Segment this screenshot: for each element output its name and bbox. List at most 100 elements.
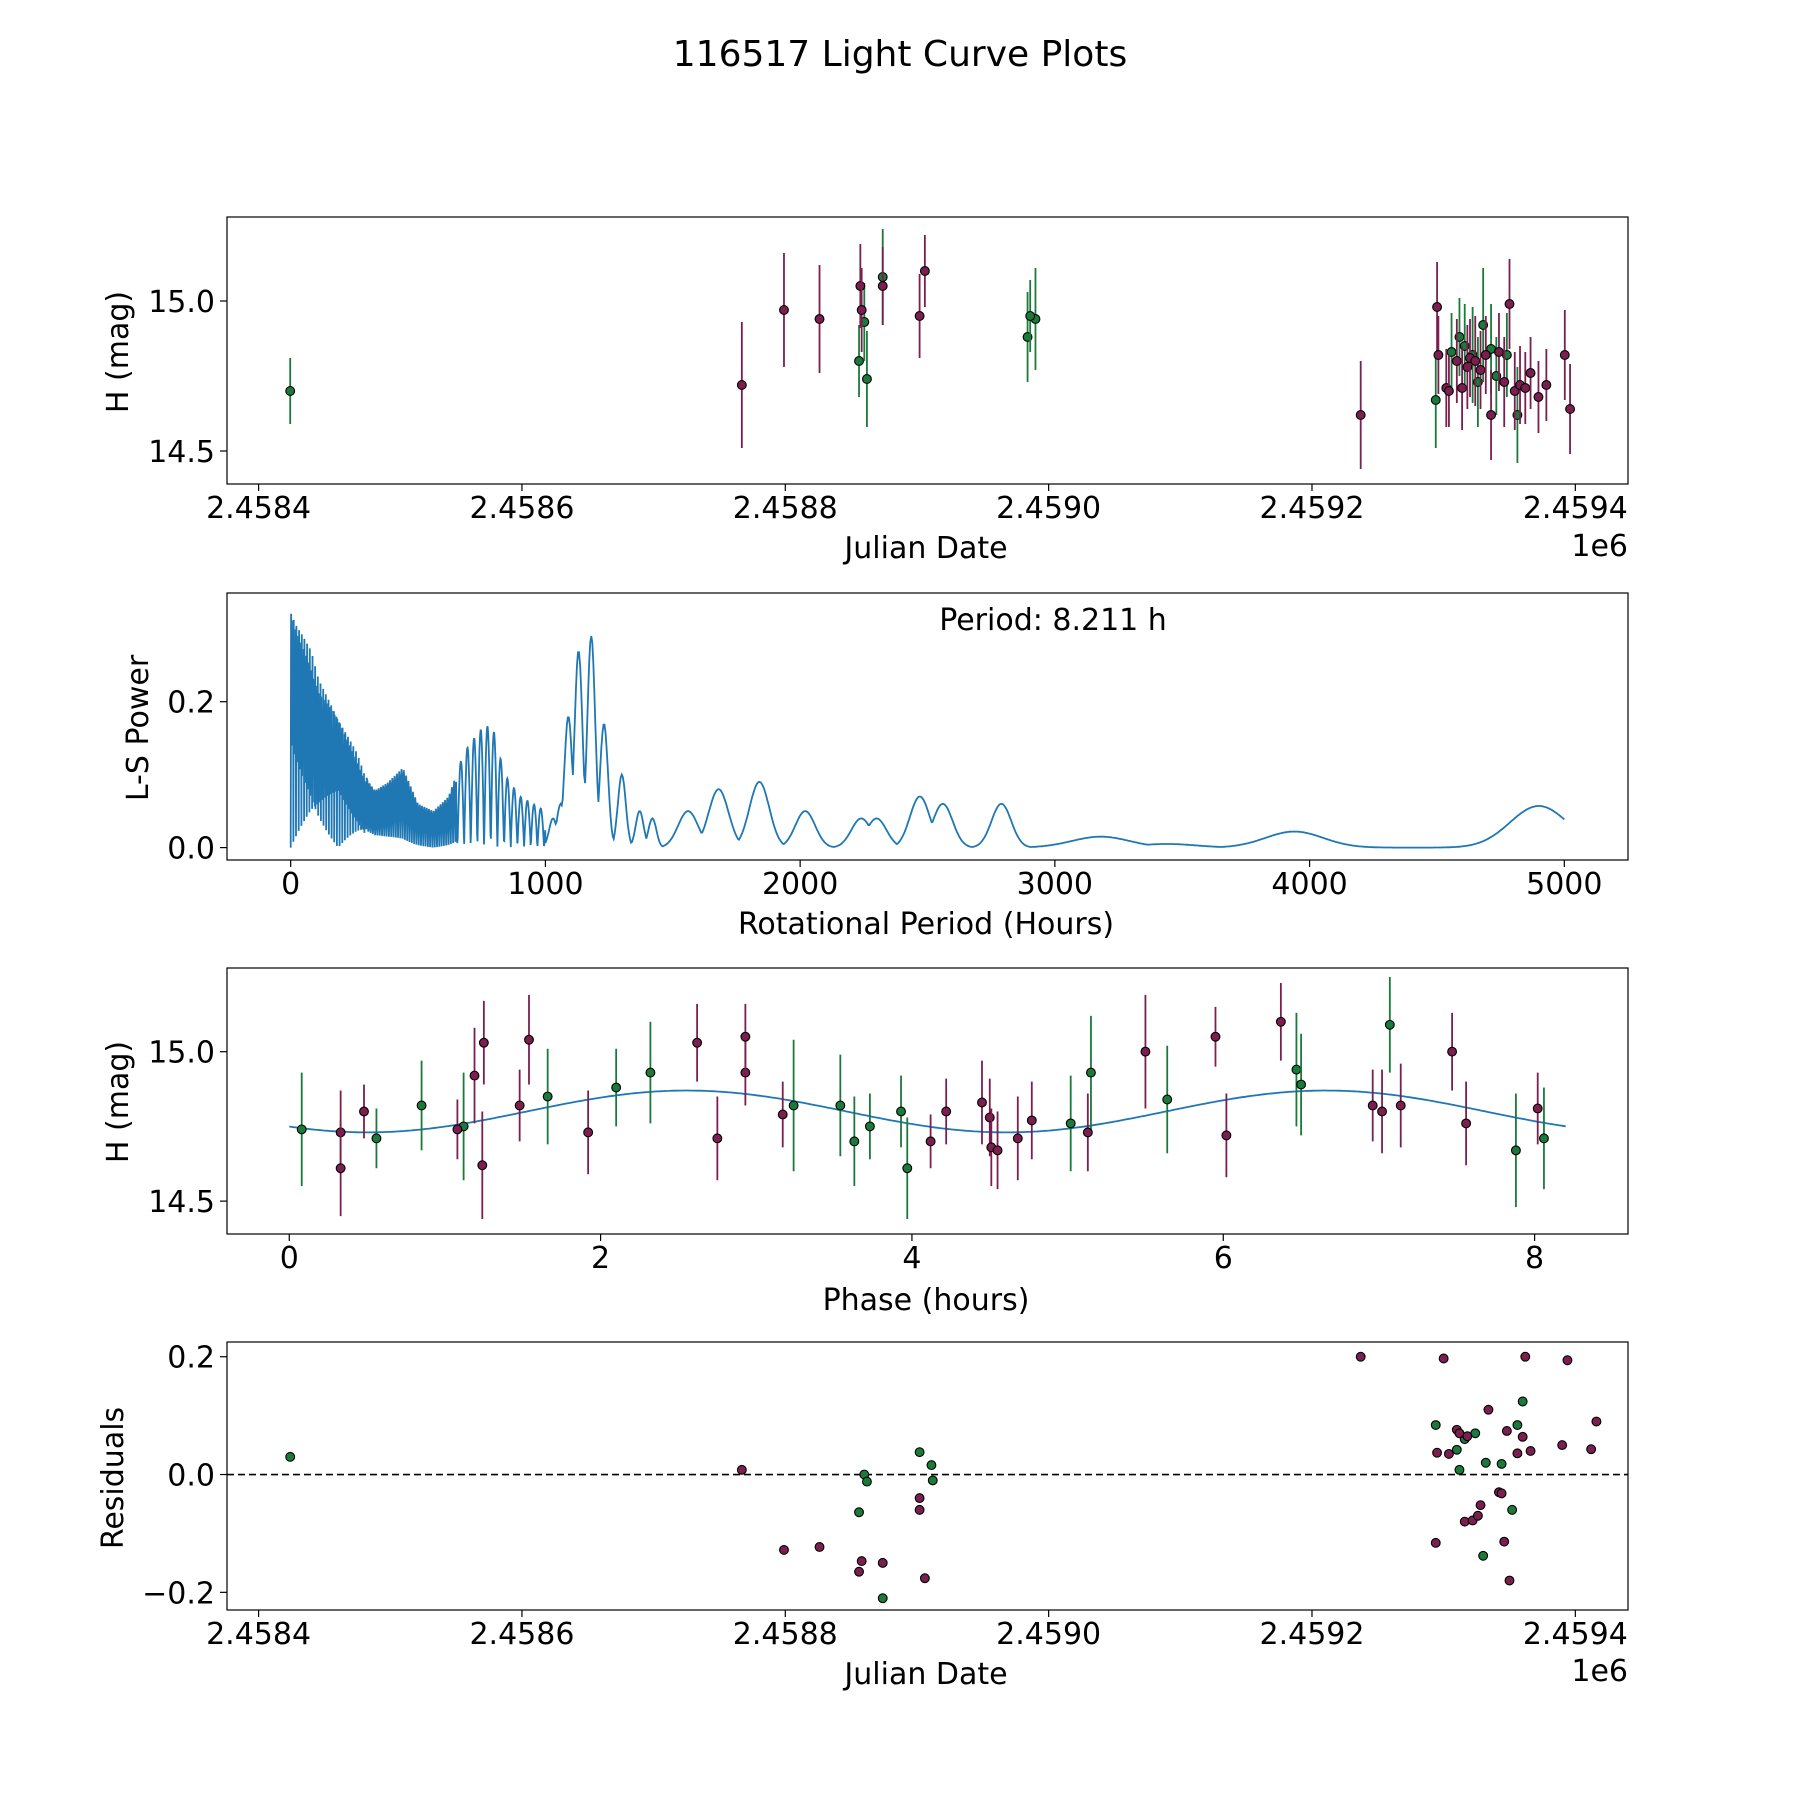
lc-xtick-label: 2.4584	[206, 491, 311, 526]
phase-point-purple	[583, 1127, 594, 1138]
resid-point-purple	[919, 1573, 930, 1584]
lc-point-purple	[919, 266, 930, 276]
phase-xtick-label: 2	[591, 1241, 610, 1276]
resid-point-purple	[1432, 1447, 1443, 1458]
lc-point-purple	[1355, 410, 1366, 420]
phase-point-green	[1065, 1118, 1076, 1129]
resid-point-purple	[1459, 1516, 1470, 1527]
phase-point-purple	[1532, 1103, 1543, 1114]
residuals-panel: Julian Date Residuals 1e6 2.4584 2.4586 2.…	[96, 1341, 1629, 1692]
lc-point-purple	[1432, 302, 1443, 312]
phase-point-purple	[712, 1133, 723, 1144]
phase-point-green	[1085, 1067, 1096, 1078]
resid-point-green	[1507, 1504, 1518, 1515]
phase-model-curve	[289, 1089, 1566, 1134]
phase-point-purple	[1140, 1046, 1151, 1057]
resid-point-purple	[736, 1464, 747, 1475]
resid-xtick-label: 2.4592	[1259, 1617, 1364, 1652]
phase-point-green	[835, 1100, 846, 1111]
lc-axes-frame	[226, 216, 1629, 485]
phase-point-green	[542, 1091, 553, 1102]
resid-point-purple	[779, 1544, 789, 1555]
ls-xtick-label: 2000	[762, 867, 838, 902]
lc-ytick-label: 15.0	[148, 285, 215, 320]
light-curve-panel: Julian Date H (mag) 1e6 2.4584 2.4586 2.45…	[101, 216, 1629, 566]
lc-point-purple	[1533, 392, 1544, 402]
phase-point-purple	[1012, 1133, 1023, 1144]
resid-axes-frame	[226, 1341, 1629, 1611]
resid-xtick-label: 2.4588	[733, 1617, 838, 1652]
phase-point-purple	[740, 1031, 751, 1042]
lc-point-purple	[1525, 368, 1536, 378]
resid-point-purple	[1504, 1575, 1515, 1586]
phase-point-purple	[1275, 1016, 1286, 1027]
resid-point-green	[877, 1593, 888, 1604]
resid-point-purple	[1438, 1353, 1449, 1364]
resid-point-purple	[1525, 1446, 1536, 1456]
phase-point-purple	[359, 1106, 369, 1117]
periodogram-panel: Rotational Period (Hours) L-S Power Peri…	[121, 592, 1629, 942]
resid-point-purple	[1462, 1431, 1473, 1442]
resid-point-green	[1478, 1550, 1489, 1561]
lc-point-purple	[736, 380, 747, 390]
phase-point-purple	[977, 1097, 987, 1108]
phase-point-purple	[692, 1037, 703, 1048]
resid-xtick-label: 2.4586	[469, 1617, 574, 1652]
phase-point-green	[611, 1082, 622, 1093]
lc-xtick-label: 2.4586	[469, 491, 574, 526]
resid-xlabel: Julian Date	[842, 1657, 1007, 1692]
resid-point-purple	[914, 1493, 925, 1504]
resid-point-purple	[1472, 1510, 1483, 1521]
ls-power-curve	[289, 613, 1565, 849]
phase-ytick-label: 15.0	[148, 1036, 215, 1071]
phase-point-green	[1538, 1133, 1549, 1144]
phase-point-purple	[452, 1124, 463, 1135]
phase-xtick-label: 6	[1214, 1241, 1233, 1276]
resid-ylabel: Residuals	[96, 1407, 131, 1549]
phase-point-green	[1296, 1079, 1307, 1090]
resid-point-purple	[1520, 1351, 1531, 1362]
phase-point-purple	[992, 1145, 1003, 1156]
phase-xtick-label: 4	[902, 1241, 921, 1276]
phase-xtick-label: 8	[1525, 1241, 1544, 1276]
resid-point-purple	[1501, 1425, 1512, 1436]
resid-xtick-label: 2.4590	[996, 1617, 1101, 1652]
phase-point-purple	[524, 1034, 534, 1045]
phase-ylabel: H (mag)	[101, 1041, 136, 1163]
ls-ylabel: L-S Power	[121, 654, 156, 801]
phase-point-green	[1162, 1094, 1173, 1105]
phase-point-green	[296, 1124, 307, 1135]
resid-point-purple	[1586, 1444, 1597, 1455]
phase-point-green	[645, 1067, 656, 1078]
ls-xlabel: Rotational Period (Hours)	[738, 907, 1114, 942]
phase-point-purple	[1210, 1031, 1221, 1042]
lc-point-purple	[1457, 383, 1468, 393]
phase-point-purple	[1395, 1100, 1406, 1111]
lc-ylabel: H (mag)	[101, 291, 136, 413]
lc-point-purple	[1559, 350, 1570, 360]
lc-point-purple	[1443, 386, 1454, 396]
resid-point-green	[1451, 1444, 1462, 1455]
resid-point-purple	[1355, 1351, 1366, 1362]
phase-axes-frame	[226, 967, 1629, 1235]
phase-point-purple	[1447, 1046, 1458, 1057]
resid-point-purple	[914, 1504, 925, 1515]
resid-point-purple	[1496, 1488, 1507, 1499]
phase-point-purple	[1461, 1118, 1472, 1129]
lc-xlabel: Julian Date	[842, 531, 1007, 566]
lc-point-purple	[1486, 410, 1497, 420]
resid-point-purple	[1430, 1537, 1441, 1548]
phase-point-purple	[1367, 1100, 1378, 1111]
resid-xtick-label: 2.4584	[206, 1617, 311, 1652]
phase-point-purple	[777, 1109, 788, 1120]
phase-point-purple	[469, 1070, 480, 1081]
lc-xtick-label: 2.4594	[1523, 491, 1628, 526]
lc-offset-label: 1e6	[1571, 529, 1628, 564]
phase-point-green	[1291, 1064, 1302, 1075]
resid-point-green	[1430, 1420, 1441, 1431]
resid-ytick-label: −0.2	[142, 1576, 215, 1611]
lc-point-purple	[1520, 383, 1531, 393]
resid-point-green	[927, 1475, 938, 1486]
resid-point-purple	[1517, 1431, 1528, 1442]
